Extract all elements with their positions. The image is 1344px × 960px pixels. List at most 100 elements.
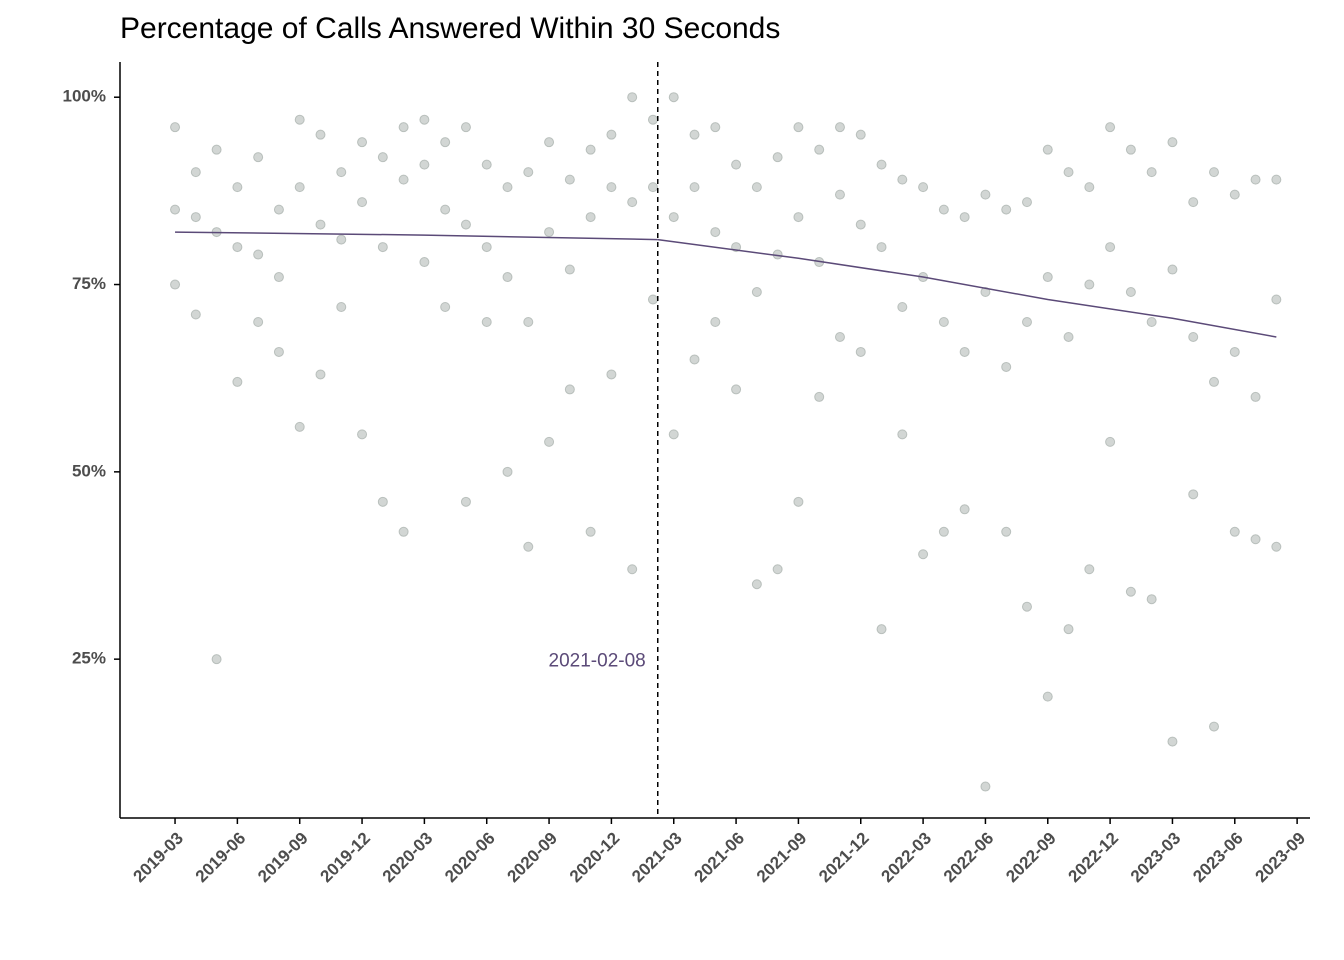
data-point <box>1084 564 1095 575</box>
x-tick-label: 2020-06 <box>441 829 499 887</box>
data-point <box>793 212 804 223</box>
data-point <box>1229 189 1240 200</box>
data-point <box>1042 144 1053 155</box>
data-point <box>1209 376 1220 387</box>
data-point <box>647 114 658 125</box>
data-point <box>814 144 825 155</box>
data-point <box>1229 346 1240 357</box>
data-point <box>938 316 949 327</box>
y-tick-label: 75% <box>72 274 106 293</box>
data-point <box>668 429 679 440</box>
data-point <box>294 182 305 193</box>
data-point <box>1125 586 1136 597</box>
data-point <box>211 144 222 155</box>
data-point <box>731 384 742 395</box>
data-point <box>876 624 887 635</box>
data-point <box>564 174 575 185</box>
data-point <box>502 466 513 477</box>
data-point <box>398 526 409 537</box>
x-tick-label: 2021-03 <box>628 829 686 887</box>
data-point <box>523 167 534 178</box>
data-point <box>419 257 430 268</box>
data-point <box>357 197 368 208</box>
data-point <box>253 152 264 163</box>
data-point <box>1188 489 1199 500</box>
data-point <box>585 526 596 537</box>
data-point <box>460 122 471 133</box>
x-tick-label: 2019-12 <box>316 829 374 887</box>
data-point <box>918 182 929 193</box>
data-point <box>440 204 451 215</box>
y-tick-label: 25% <box>72 649 106 668</box>
data-point <box>1271 174 1282 185</box>
data-point <box>336 167 347 178</box>
data-point <box>834 189 845 200</box>
data-point <box>897 302 908 313</box>
data-point <box>315 129 326 140</box>
data-point <box>606 369 617 380</box>
y-tick-label: 50% <box>72 461 106 480</box>
data-point <box>668 212 679 223</box>
data-point <box>253 316 264 327</box>
data-point <box>460 219 471 230</box>
data-point <box>855 129 866 140</box>
data-point <box>751 287 762 298</box>
chart-title: Percentage of Calls Answered Within 30 S… <box>120 12 780 45</box>
data-point <box>1063 331 1074 342</box>
data-point <box>1001 526 1012 537</box>
data-point <box>834 331 845 342</box>
data-point <box>564 264 575 275</box>
data-point <box>336 302 347 313</box>
x-tick-label: 2023-09 <box>1252 829 1310 887</box>
data-point <box>1250 174 1261 185</box>
trend-line <box>175 231 658 241</box>
data-point <box>232 376 243 387</box>
data-point <box>1105 436 1116 447</box>
data-point <box>357 429 368 440</box>
y-tick-label: 100% <box>63 87 106 106</box>
data-point <box>647 294 658 305</box>
data-point <box>731 159 742 170</box>
data-point <box>751 182 762 193</box>
data-point <box>190 212 201 223</box>
data-point <box>273 346 284 357</box>
data-point <box>1167 137 1178 148</box>
x-tick-label: 2023-06 <box>1189 829 1247 887</box>
data-point <box>959 504 970 515</box>
data-point <box>606 129 617 140</box>
data-point <box>689 182 700 193</box>
data-point <box>1146 167 1157 178</box>
data-point <box>897 429 908 440</box>
x-tick-label: 2019-03 <box>129 829 187 887</box>
data-point <box>377 242 388 253</box>
x-tick-label: 2019-06 <box>192 829 250 887</box>
data-point <box>398 122 409 133</box>
data-point <box>606 182 617 193</box>
data-point <box>1125 144 1136 155</box>
data-point <box>980 781 991 792</box>
data-point <box>170 122 181 133</box>
data-point <box>1001 361 1012 372</box>
data-point <box>211 654 222 665</box>
data-point <box>1167 264 1178 275</box>
data-point <box>793 122 804 133</box>
data-point <box>1125 287 1136 298</box>
x-tick-label: 2019-09 <box>254 829 312 887</box>
data-point <box>938 526 949 537</box>
data-point <box>481 159 492 170</box>
data-point <box>170 279 181 290</box>
data-point <box>834 122 845 133</box>
data-point <box>377 152 388 163</box>
data-point <box>190 167 201 178</box>
data-point <box>1250 534 1261 545</box>
data-point <box>668 92 679 103</box>
data-point <box>481 242 492 253</box>
data-point <box>419 114 430 125</box>
data-point <box>1063 167 1074 178</box>
data-point <box>980 189 991 200</box>
data-point <box>627 564 638 575</box>
x-tick-label: 2021-12 <box>815 829 873 887</box>
data-point <box>315 219 326 230</box>
data-point <box>170 204 181 215</box>
